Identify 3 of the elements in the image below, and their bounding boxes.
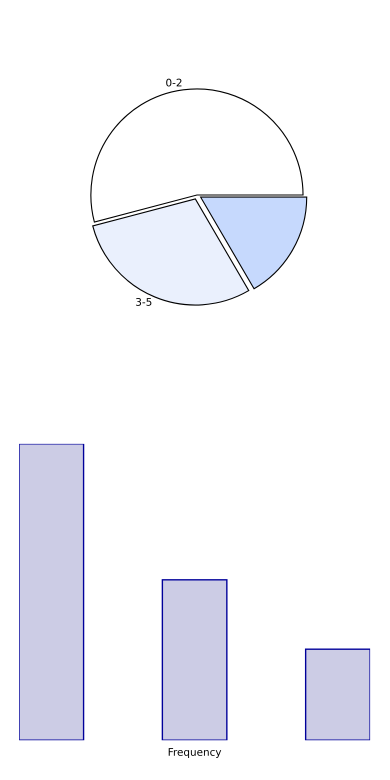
slice-label: 3-5: [136, 298, 152, 306]
slice-label: 0-2: [166, 78, 182, 87]
x-axis-title: Frequency: [168, 748, 222, 758]
